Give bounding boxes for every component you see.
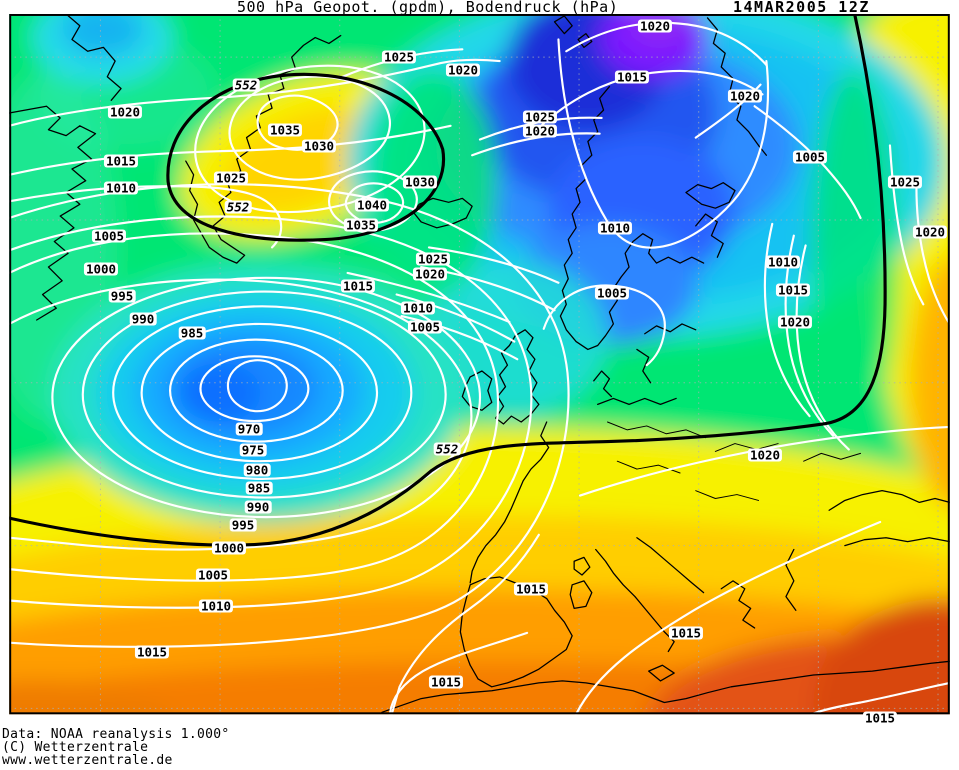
coastline-scandinavia xyxy=(559,85,705,351)
coastline-adriatic-balkans xyxy=(636,537,756,629)
coastline-france-biscay xyxy=(469,421,550,584)
data-source-text: Data: NOAA reanalysis 1.000° xyxy=(2,727,230,742)
map-border xyxy=(9,14,950,715)
footer: Data: NOAA reanalysis 1.000° (C) Wetterz… xyxy=(0,727,959,770)
borders-central-europe xyxy=(606,421,862,501)
coastline-baltic xyxy=(593,323,697,405)
coastline-north-africa xyxy=(381,660,950,713)
coastline-iceland xyxy=(412,197,473,229)
coastline-ireland xyxy=(461,370,493,411)
coastline-canada xyxy=(9,105,97,321)
coastline-layer xyxy=(9,14,950,713)
title-bar: 500 hPa Geopot. (gpdm), Bodendruck (hPa)… xyxy=(0,0,959,16)
coastline-black-sea xyxy=(785,490,950,611)
coastline-kola-whitesea xyxy=(685,182,736,258)
coastline-italy xyxy=(569,548,675,682)
map-area xyxy=(0,14,959,728)
website-text: www.wetterzentrale.de xyxy=(2,753,173,768)
weather-map-svg xyxy=(9,14,950,715)
coastline-britain xyxy=(495,329,540,425)
map-datetime: 14MAR2005 12Z xyxy=(733,0,870,16)
coastline-baffin xyxy=(65,14,122,101)
geopotential-552-contour xyxy=(9,14,887,547)
coastline-novaya-zemlya xyxy=(706,17,768,156)
copyright-text: (C) Wetterzentrale xyxy=(2,740,149,755)
coastline-svalbard xyxy=(553,15,593,48)
map-title: 500 hPa Geopot. (gpdm), Bodendruck (hPa) xyxy=(237,0,619,16)
geopotential-color-field xyxy=(9,14,950,715)
